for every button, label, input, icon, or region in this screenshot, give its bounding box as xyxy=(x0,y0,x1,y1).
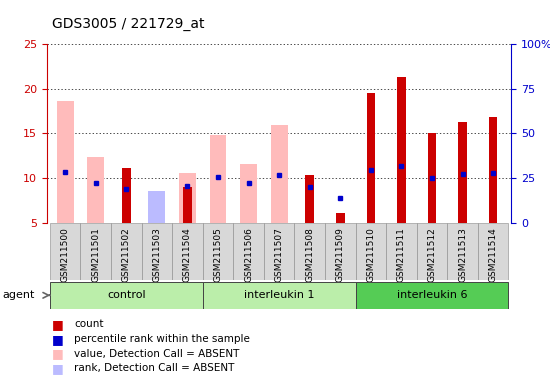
Text: GSM211502: GSM211502 xyxy=(122,227,131,282)
Bar xyxy=(240,164,257,223)
Text: percentile rank within the sample: percentile rank within the sample xyxy=(74,334,250,344)
Bar xyxy=(179,173,196,223)
Bar xyxy=(141,223,172,280)
Text: GSM211507: GSM211507 xyxy=(274,227,284,282)
Bar xyxy=(355,223,386,280)
Text: interleukin 1: interleukin 1 xyxy=(244,290,315,300)
Text: GSM211503: GSM211503 xyxy=(152,227,161,282)
Bar xyxy=(386,223,417,280)
Bar xyxy=(122,168,130,223)
Bar xyxy=(355,282,508,309)
Text: GSM211508: GSM211508 xyxy=(305,227,314,282)
Bar xyxy=(203,223,233,280)
Text: GSM211511: GSM211511 xyxy=(397,227,406,282)
Text: GSM211513: GSM211513 xyxy=(458,227,467,282)
Bar xyxy=(183,187,192,223)
Bar xyxy=(210,135,227,223)
Bar xyxy=(172,223,203,280)
Text: rank, Detection Call = ABSENT: rank, Detection Call = ABSENT xyxy=(74,363,235,373)
Text: GSM211505: GSM211505 xyxy=(213,227,222,282)
Bar xyxy=(397,77,406,223)
Bar xyxy=(148,200,165,223)
Bar xyxy=(80,223,111,280)
Bar xyxy=(478,223,508,280)
Text: control: control xyxy=(107,290,146,300)
Bar xyxy=(203,282,355,309)
Bar xyxy=(294,223,325,280)
Bar xyxy=(271,124,288,223)
Text: ■: ■ xyxy=(52,347,64,360)
Bar xyxy=(87,157,104,223)
Text: GSM211509: GSM211509 xyxy=(336,227,345,282)
Text: ■: ■ xyxy=(52,333,64,346)
Bar xyxy=(264,223,294,280)
Bar xyxy=(447,223,478,280)
Text: count: count xyxy=(74,319,104,329)
Text: value, Detection Call = ABSENT: value, Detection Call = ABSENT xyxy=(74,349,240,359)
Text: GDS3005 / 221729_at: GDS3005 / 221729_at xyxy=(52,17,205,31)
Bar xyxy=(111,223,141,280)
Bar xyxy=(366,93,375,223)
Bar xyxy=(336,213,344,223)
Bar xyxy=(148,192,165,223)
Bar xyxy=(458,122,467,223)
Bar xyxy=(325,223,355,280)
Bar xyxy=(489,118,497,223)
Bar xyxy=(233,223,264,280)
Text: GSM211512: GSM211512 xyxy=(427,227,437,282)
Bar xyxy=(428,133,436,223)
Text: ■: ■ xyxy=(52,318,64,331)
Text: GSM211501: GSM211501 xyxy=(91,227,100,282)
Text: GSM211504: GSM211504 xyxy=(183,227,192,282)
Text: GSM211506: GSM211506 xyxy=(244,227,253,282)
Text: GSM211500: GSM211500 xyxy=(60,227,70,282)
Text: interleukin 6: interleukin 6 xyxy=(397,290,468,300)
Bar xyxy=(305,175,314,223)
Text: agent: agent xyxy=(3,290,35,300)
Text: GSM211510: GSM211510 xyxy=(366,227,375,282)
Bar xyxy=(50,282,203,309)
Bar xyxy=(417,223,447,280)
Text: GSM211514: GSM211514 xyxy=(488,227,498,282)
Bar xyxy=(57,101,74,223)
Bar xyxy=(50,223,80,280)
Text: ■: ■ xyxy=(52,362,64,375)
